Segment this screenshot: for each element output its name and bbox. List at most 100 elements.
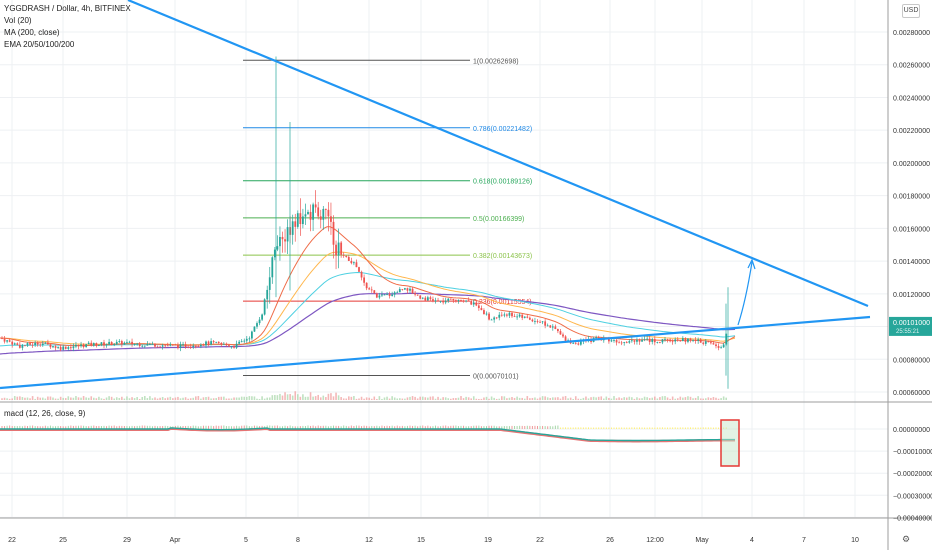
candle xyxy=(210,341,212,345)
volume-bar xyxy=(472,396,475,400)
candle xyxy=(113,344,116,346)
volume-bar xyxy=(75,396,77,400)
volume-bar xyxy=(396,398,399,400)
candle xyxy=(475,302,478,306)
macd-line xyxy=(0,427,735,442)
volume-bar xyxy=(342,398,345,400)
volume-bar xyxy=(297,394,299,400)
volume-bar xyxy=(82,396,85,400)
candle xyxy=(36,342,39,345)
volume-bar xyxy=(110,396,113,400)
candle xyxy=(217,341,220,343)
volume-bar xyxy=(541,396,544,400)
price-tick-label: 0.00180000 xyxy=(893,194,930,201)
candle xyxy=(54,346,57,348)
volume-bar xyxy=(643,396,646,400)
candle xyxy=(608,337,610,342)
candle xyxy=(564,336,567,341)
candle xyxy=(276,246,279,250)
candle xyxy=(572,342,575,344)
volume-bar xyxy=(187,398,189,400)
volume-bar xyxy=(501,396,503,400)
volume-bar xyxy=(59,396,62,400)
volume-bar xyxy=(414,396,416,400)
volume-bar xyxy=(233,397,235,400)
volume-bar xyxy=(299,396,302,400)
volume-bar xyxy=(228,398,230,400)
volume-bar xyxy=(467,397,470,400)
candle xyxy=(49,344,52,348)
candle xyxy=(615,340,618,343)
volume-bar xyxy=(450,398,452,400)
macd-legend[interactable]: macd (12, 26, close, 9) xyxy=(4,409,86,418)
currency-button[interactable]: USD xyxy=(902,4,920,18)
candle xyxy=(383,294,386,296)
candle xyxy=(659,342,661,343)
candle xyxy=(337,242,340,256)
volume-bar xyxy=(503,396,506,400)
volume-bar xyxy=(552,397,554,400)
candle xyxy=(437,300,439,302)
volume-bar xyxy=(128,398,131,400)
volume-bar xyxy=(302,394,304,400)
candle xyxy=(653,339,656,343)
candle xyxy=(421,297,424,299)
volume-bar xyxy=(536,398,539,400)
volume-bar xyxy=(355,398,358,400)
candle xyxy=(717,346,720,348)
volume-bar xyxy=(676,398,679,400)
candle xyxy=(115,341,118,345)
candle xyxy=(271,257,274,278)
volume-bar xyxy=(327,393,330,400)
volume-bar xyxy=(625,397,628,400)
ascending-trendline xyxy=(0,315,871,390)
volume-bar xyxy=(149,396,151,400)
volume-bar xyxy=(26,397,29,400)
time-tick-label: 26 xyxy=(606,537,614,544)
indicator-vol[interactable]: Vol (20) xyxy=(4,16,32,25)
candle xyxy=(386,294,388,295)
volume-bar xyxy=(90,396,93,400)
candle xyxy=(6,340,8,342)
volume-bar xyxy=(516,396,518,400)
settings-icon[interactable]: ⚙ xyxy=(901,534,911,544)
volume-bar xyxy=(679,396,682,400)
candle xyxy=(108,341,110,345)
indicator-ma[interactable]: MA (200, close) xyxy=(4,28,60,37)
highlight-box xyxy=(720,419,740,467)
price-tick-label: 0.00140000 xyxy=(893,259,930,266)
moving-averages xyxy=(0,226,736,355)
volume-bar xyxy=(439,398,442,400)
volume-bar xyxy=(220,396,223,400)
candle xyxy=(286,227,289,242)
volume-bar xyxy=(587,398,590,400)
volume-bar xyxy=(266,397,268,400)
volume-bar xyxy=(100,398,103,400)
candle xyxy=(720,347,722,349)
time-tick-label: 4 xyxy=(750,537,754,544)
signal-line xyxy=(0,427,735,443)
candle xyxy=(707,341,710,343)
candle xyxy=(378,295,381,298)
volume-bar xyxy=(304,396,307,400)
candle xyxy=(330,216,332,222)
indicator-ema[interactable]: EMA 20/50/100/200 xyxy=(4,40,75,49)
candle xyxy=(646,338,649,340)
candle xyxy=(623,342,626,343)
candle xyxy=(327,209,330,217)
volume-bar xyxy=(151,398,154,400)
volume-bar xyxy=(276,395,279,400)
candle xyxy=(233,346,235,348)
candle xyxy=(67,347,70,349)
volume-bar xyxy=(223,396,225,400)
volume-bar xyxy=(590,397,592,400)
volume-bar xyxy=(577,398,580,400)
volume-bar xyxy=(613,396,615,400)
candle xyxy=(365,282,368,289)
candle xyxy=(495,317,498,319)
volume-bar xyxy=(705,398,707,400)
candle xyxy=(694,339,697,341)
volume-bar xyxy=(8,398,11,400)
volume-bar xyxy=(715,397,717,400)
